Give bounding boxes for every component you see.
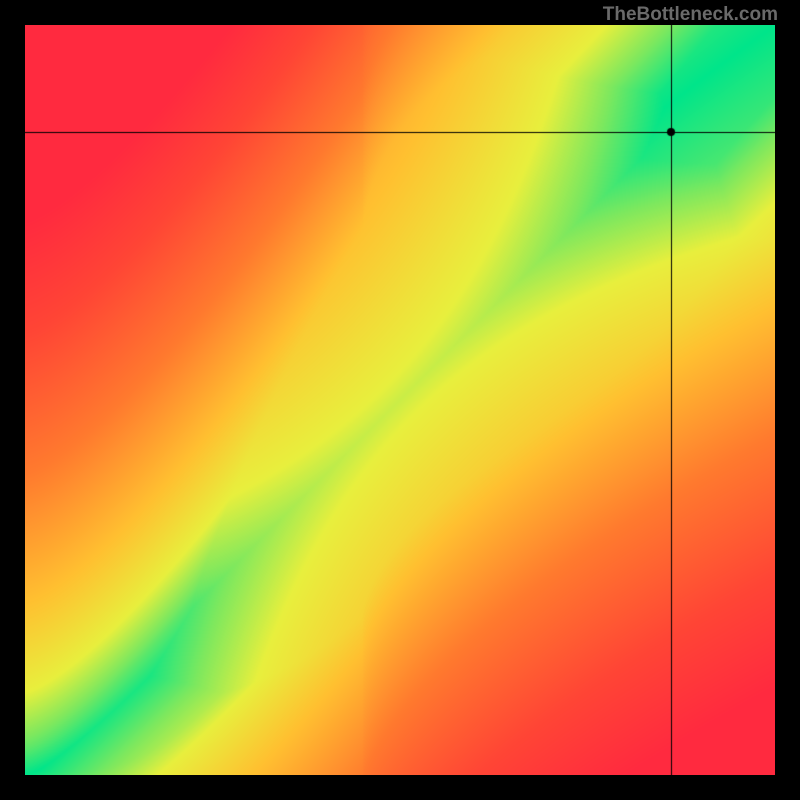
heatmap-canvas (25, 25, 775, 775)
bottleneck-heatmap (25, 25, 775, 775)
watermark-text: TheBottleneck.com (603, 4, 778, 26)
